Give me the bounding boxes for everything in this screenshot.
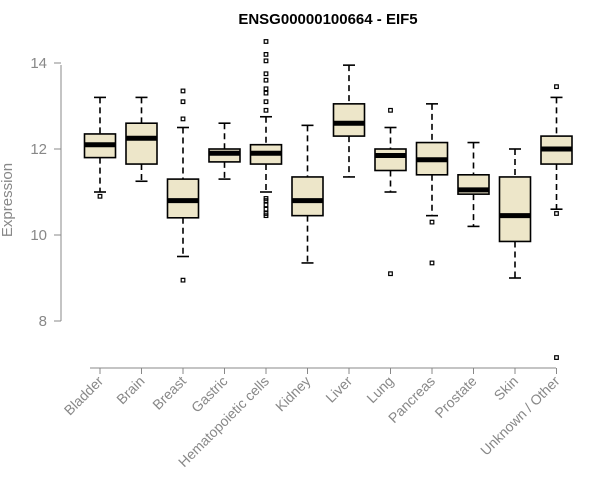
outlier-point: [180, 99, 186, 105]
box-gastric: [208, 122, 241, 180]
outlier-point: [263, 71, 269, 77]
x-tick-label: Bladder: [61, 373, 107, 419]
y-axis-ticks: 8 10 12 14: [30, 55, 61, 330]
box-lung: [374, 107, 407, 277]
x-tick-label: Kidney: [272, 373, 314, 415]
outlier-point: [180, 88, 186, 94]
y-tick-label: 12: [30, 141, 47, 158]
box-hematopoietic-cells: [249, 39, 283, 219]
interquartile-box: [332, 103, 366, 137]
x-tick-label: Skin: [491, 373, 522, 404]
x-tick-label: Prostate: [431, 373, 479, 421]
box-pancreas: [415, 103, 449, 266]
outlier-point: [263, 206, 269, 212]
box-bladder: [83, 96, 117, 199]
box-prostate: [457, 141, 490, 228]
outlier-point: [554, 211, 559, 216]
box-kidney: [291, 124, 324, 264]
x-tick-label: Brain: [113, 373, 147, 407]
outlier-point: [554, 84, 559, 90]
outlier-point: [97, 193, 103, 199]
outlier-point: [429, 219, 435, 225]
y-tick-label: 14: [30, 55, 47, 72]
outlier-point: [554, 355, 559, 360]
outlier-point: [263, 39, 269, 44]
box-breast: [166, 88, 200, 283]
outlier-point: [263, 86, 269, 92]
boxes-group: [83, 39, 573, 360]
x-tick-label: Breast: [149, 373, 189, 413]
outlier-point: [263, 99, 269, 105]
chart-title: ENSG00000100664 - EIF5: [238, 11, 417, 28]
interquartile-box: [374, 148, 407, 172]
outlier-point: [263, 196, 269, 201]
box-skin: [498, 148, 532, 279]
interquartile-box: [498, 176, 532, 243]
outlier-point: [429, 260, 435, 266]
x-tick-label: Lung: [363, 373, 396, 406]
outlier-point: [263, 58, 269, 64]
outlier-point: [388, 107, 393, 113]
x-tick-label: Unknown / Other: [477, 373, 563, 459]
interquartile-box: [291, 176, 324, 217]
outlier-point: [263, 107, 269, 113]
interquartile-box: [125, 122, 158, 165]
y-axis-label: Expression: [0, 163, 16, 237]
outlier-point: [263, 77, 269, 83]
x-tick-label: Liver: [322, 373, 355, 406]
box-liver: [332, 64, 366, 178]
box-brain: [125, 96, 158, 183]
outlier-point: [388, 271, 393, 277]
y-tick-label: 10: [30, 227, 47, 244]
outlier-point: [263, 211, 269, 216]
outlier-point: [263, 202, 269, 208]
outlier-point: [180, 116, 186, 122]
outlier-point: [263, 90, 269, 96]
box-unknown-other: [540, 84, 573, 360]
outlier-point: [180, 277, 186, 283]
outlier-point: [263, 51, 269, 57]
y-tick-label: 8: [39, 313, 47, 330]
